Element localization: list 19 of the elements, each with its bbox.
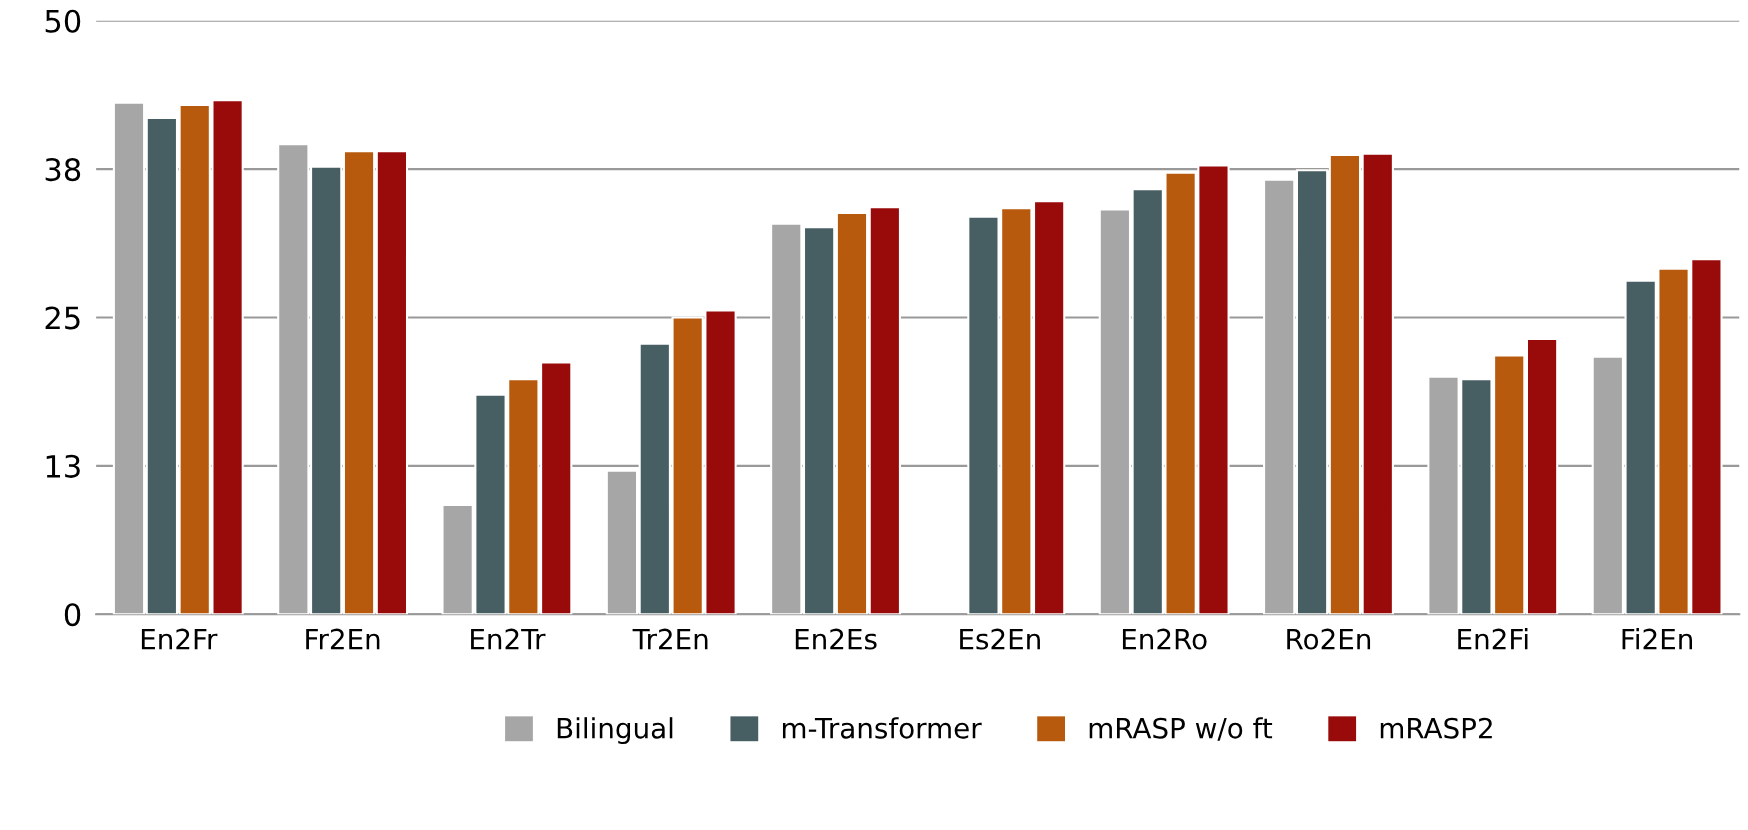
x-tick-label: Fr2En [306, 628, 380, 650]
x-tick-label: Fi2En [1622, 628, 1692, 650]
y-tick-label: 38 [45, 158, 81, 182]
x-tick-label: En2Tr [471, 628, 546, 650]
x-tick-label: En2Fr [141, 628, 218, 650]
y-tick-label: 25 [45, 306, 80, 330]
y-tick-label: 13 [46, 454, 80, 478]
y-tick-label: 0 [64, 603, 81, 627]
x-tick-label: En2Fi [1458, 628, 1528, 650]
x-tick-label: En2Es [795, 628, 877, 650]
legend-label: Bilingual [557, 717, 673, 745]
x-tick-label: Tr2En [632, 628, 708, 650]
x-tick-label: Ro2En [1287, 628, 1371, 650]
legend-label: m-Transformer [782, 717, 982, 739]
x-tick-label: Es2En [960, 628, 1040, 650]
x-tick-label: En2Ro [1122, 628, 1207, 650]
legend-label: mRASP2 [1380, 717, 1492, 739]
y-tick-label: 50 [45, 9, 81, 33]
legend-label: mRASP w/o ft [1089, 717, 1273, 741]
